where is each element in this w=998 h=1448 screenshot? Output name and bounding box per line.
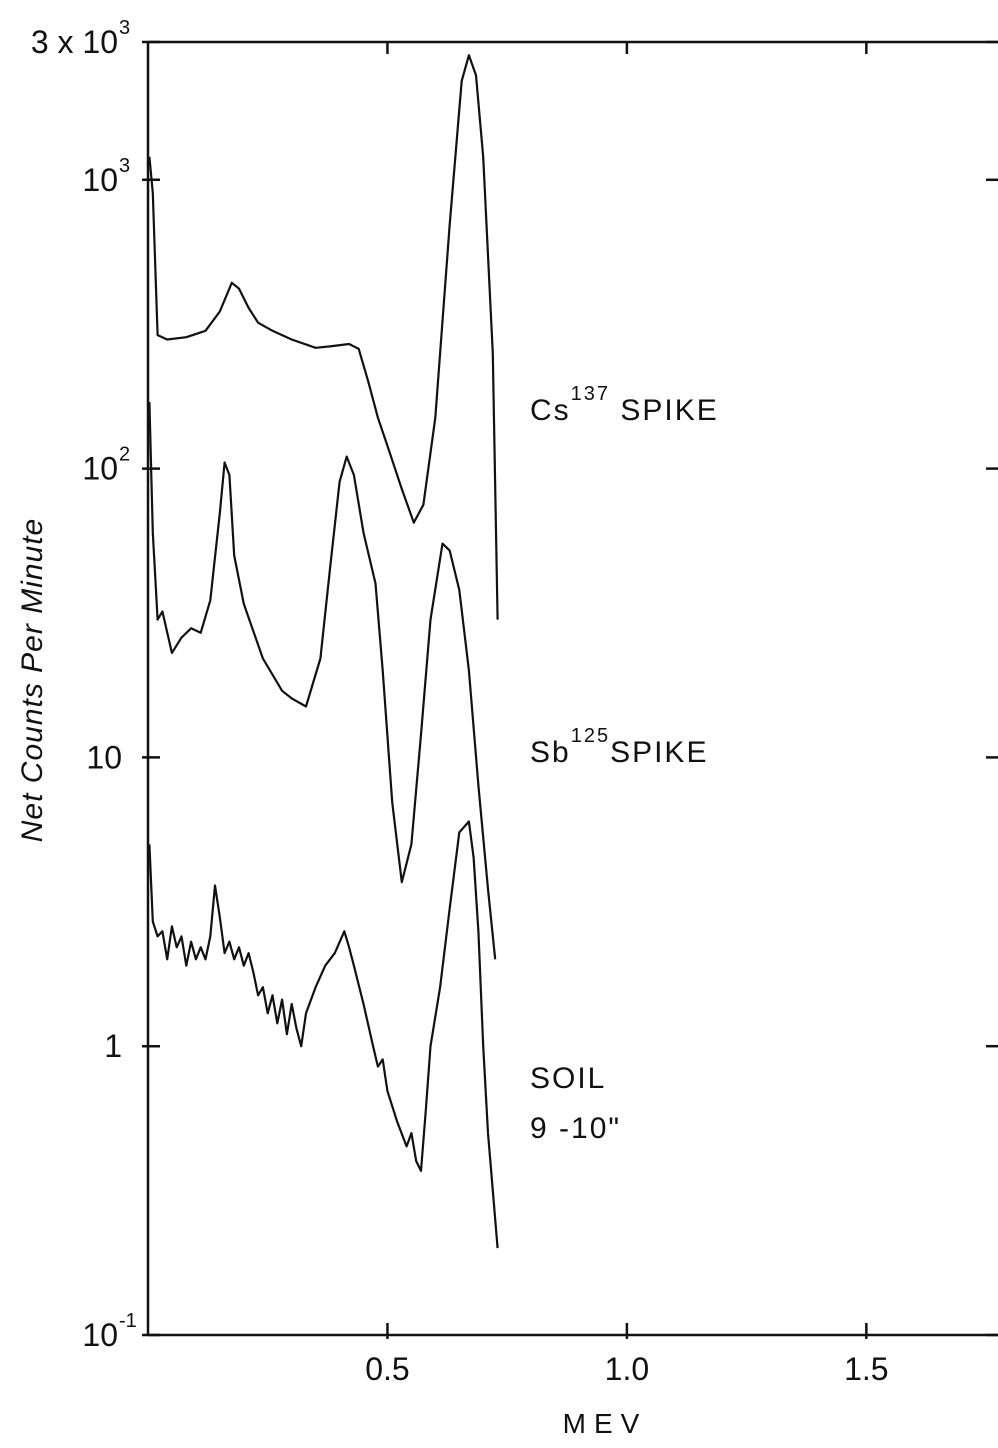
series-label-2: SOIL xyxy=(530,1062,606,1095)
x-axis-label: MEV xyxy=(563,1408,648,1439)
y-tick-label-2: 10 xyxy=(82,451,118,487)
y-axis-label: Net Counts Per Minute xyxy=(16,518,49,842)
y-tick-label-0: 3 x 10 xyxy=(31,24,118,60)
y-tick-label-3: 10 xyxy=(86,739,122,775)
x-tick-label-2: 1.5 xyxy=(844,1351,888,1387)
series-line-1 xyxy=(148,401,497,960)
series-line-2 xyxy=(148,820,499,1249)
y-tick-label-exp-1: 3 xyxy=(119,155,130,177)
series-label-line2-2: 9 -10" xyxy=(530,1112,621,1145)
x-tick-label-1: 1.0 xyxy=(605,1351,649,1387)
y-tick-label-5: 10 xyxy=(82,1317,118,1353)
y-tick-label-4: 1 xyxy=(104,1028,122,1064)
series-label-0: Cs137 SPIKE xyxy=(530,383,719,427)
x-tick-label-0: 0.5 xyxy=(365,1351,409,1387)
y-tick-label-exp-0: 3 xyxy=(119,17,130,39)
y-tick-label-exp-2: 2 xyxy=(119,444,130,466)
series-label-1: Sb125SPIKE xyxy=(530,725,708,769)
y-tick-label-exp-5: -1 xyxy=(119,1310,137,1332)
series-line-0 xyxy=(148,54,499,620)
y-tick-label-1: 10 xyxy=(82,162,118,198)
